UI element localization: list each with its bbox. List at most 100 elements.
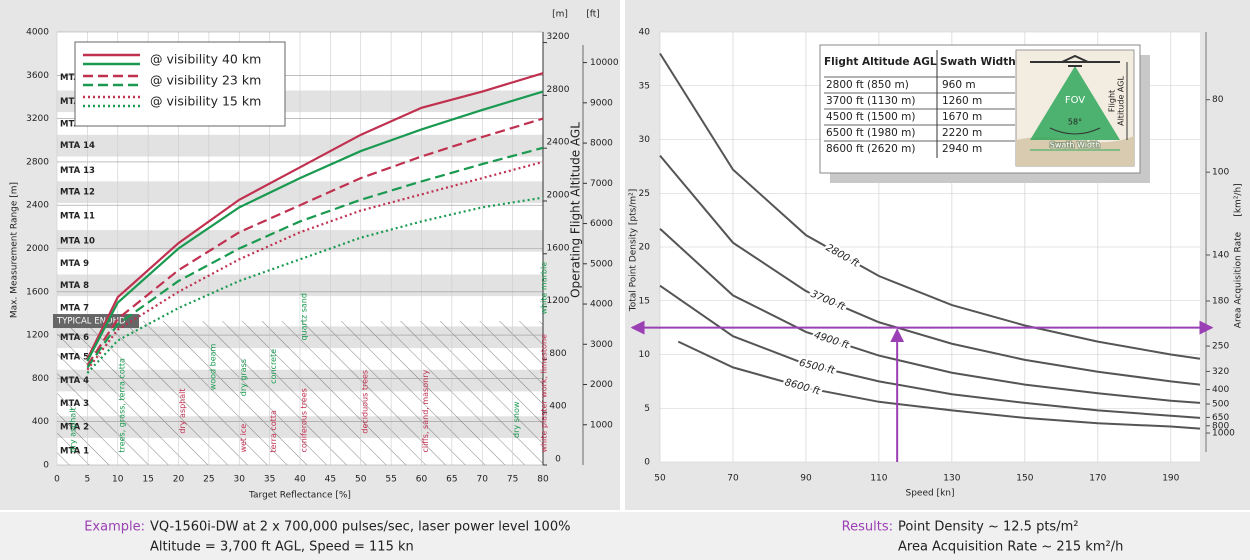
x-tick-label: 10 (112, 475, 124, 485)
altitude-label: Flight (1108, 90, 1117, 112)
results-line: Area Acquisition Rate ~ 215 km²/h (898, 540, 1123, 555)
mta-label: MTA 10 (60, 236, 95, 246)
material-label: white marble (539, 262, 548, 315)
example-line: Altitude = 3,700 ft AGL, Speed = 115 kn (150, 540, 414, 555)
x-tick-label: 40 (294, 475, 306, 485)
y3-tick-label: 10000 (590, 58, 619, 68)
y2-tick-label: 320 (1212, 367, 1229, 377)
mta-label: MTA 14 (60, 141, 95, 151)
y3-unit: [ft] (586, 10, 600, 20)
mta-label: MTA 2 (60, 423, 89, 433)
y3-tick-label: 1000 (590, 420, 613, 430)
x-tick-label: 170 (1089, 474, 1106, 484)
plane (1030, 54, 1120, 67)
range-curve (86, 146, 544, 369)
y2-tick-label: 2400 (547, 138, 570, 148)
x-tick-label: 110 (870, 474, 887, 484)
angle-label: 58° (1068, 118, 1082, 127)
x-tick-label: 190 (1162, 474, 1179, 484)
inset-cell: 3700 ft (1130 m) (826, 95, 916, 107)
ground (1016, 136, 1134, 166)
mta-label: MTA 7 (60, 304, 89, 314)
y2-tick-label: 1000 (1212, 429, 1235, 439)
density-curve (677, 340, 1201, 430)
y2-tick-label: 80 (1212, 95, 1224, 105)
y-tick-label: 15 (639, 296, 650, 306)
inset-cell: 960 m (942, 79, 976, 91)
y2-unit: [m] (552, 10, 568, 20)
enohd-label: TYPICAL ENOHD (56, 317, 126, 327)
y2-tick-label: 400 (549, 402, 566, 412)
y-tick-label: 800 (32, 374, 49, 384)
material-label: quartz sand (300, 293, 309, 340)
y-tick-label: 0 (644, 458, 650, 468)
x-tick-label: 45 (325, 475, 336, 485)
y-label: Max. Measurement Range [m] (10, 182, 20, 318)
material-label: white plaster work, limestone (539, 334, 548, 453)
material-label: wet ice (239, 424, 248, 453)
y-label: Total Point Density [pts/m²] (629, 189, 639, 313)
x-tick-label: 50 (654, 474, 666, 484)
y-tick-label: 30 (639, 135, 651, 145)
x-tick-label: 55 (385, 475, 396, 485)
y-tick-label: 0 (43, 461, 49, 471)
material-label: wood beam (208, 343, 217, 390)
density-curve (659, 227, 1201, 404)
y-tick-label: 400 (32, 417, 49, 427)
y-tick-label: 1600 (26, 287, 49, 297)
range-curve (86, 160, 544, 371)
material-label: dry asphalt (69, 407, 78, 452)
y2-tick-label: 3200 (547, 32, 570, 42)
y2-tick-label: 1600 (547, 243, 570, 253)
y2-tick-label: 1200 (547, 296, 570, 306)
y-tick-label: 3600 (26, 71, 49, 81)
y3-tick-label: 5000 (590, 259, 613, 269)
fov-cone (1030, 66, 1120, 140)
results-line: Point Density ~ 12.5 pts/m² (898, 520, 1078, 535)
y2-tick-label: 500 (1212, 400, 1229, 410)
material-label: concrete (269, 349, 278, 384)
y-tick-label: 2400 (26, 201, 49, 211)
x-tick-label: 150 (1016, 474, 1033, 484)
inset-cell: 1260 m (942, 95, 982, 107)
material-label: trees, grass, terra cotta (117, 358, 126, 453)
x-tick-label: 25 (203, 475, 214, 485)
footer-bg (0, 512, 1250, 560)
x-tick-label: 15 (142, 475, 153, 485)
example-line: VQ-1560i-DW at 2 x 700,000 pulses/sec, l… (150, 520, 570, 535)
inset-cell: 2940 m (942, 143, 982, 155)
y-tick-label: 2000 (26, 244, 49, 254)
y-tick-label: 2800 (26, 157, 49, 167)
inset-cell: 6500 ft (1980 m) (826, 127, 916, 139)
mta-label: MTA 1 (60, 446, 89, 456)
material-label: dry grass (239, 359, 248, 396)
y-tick-label: 20 (639, 243, 651, 253)
y3-tick-label: 4000 (590, 300, 613, 310)
y3-tick-label: 9000 (590, 98, 613, 108)
inset-cell: 2220 m (942, 127, 982, 139)
y3-tick-label: 7000 (590, 179, 613, 189)
x-tick-label: 70 (727, 474, 739, 484)
y3-tick-label: 2000 (590, 380, 613, 390)
y2-tick-label: 180 (1212, 296, 1229, 306)
y-tick-label: 40 (639, 28, 651, 38)
y-tick-label: 25 (639, 189, 650, 199)
inset-cell: 8600 ft (2620 m) (826, 143, 916, 155)
range-curve (86, 72, 544, 360)
mta-label: MTA 8 (60, 281, 89, 291)
x-tick-label: 20 (173, 475, 185, 485)
x-tick-label: 70 (477, 475, 489, 485)
material-label: cliffs, sand, masonry (421, 370, 430, 453)
x-tick-label: 60 (416, 475, 428, 485)
inset-header: Flight Altitude AGL (824, 56, 937, 68)
y3-tick-label: 3000 (590, 340, 613, 350)
legend-label: @ visibility 40 km (150, 52, 261, 67)
mta-label: MTA 4 (60, 376, 89, 386)
mta-label: MTA 12 (60, 188, 95, 198)
y2-tick-label: 250 (1212, 342, 1229, 352)
material-label: dry snow (512, 401, 521, 438)
y2-tick-label: 0 (555, 455, 561, 465)
inset-cell: 2800 ft (850 m) (826, 79, 909, 91)
y-tick-label: 4000 (26, 28, 49, 38)
y-tick-label: 1200 (26, 331, 49, 341)
